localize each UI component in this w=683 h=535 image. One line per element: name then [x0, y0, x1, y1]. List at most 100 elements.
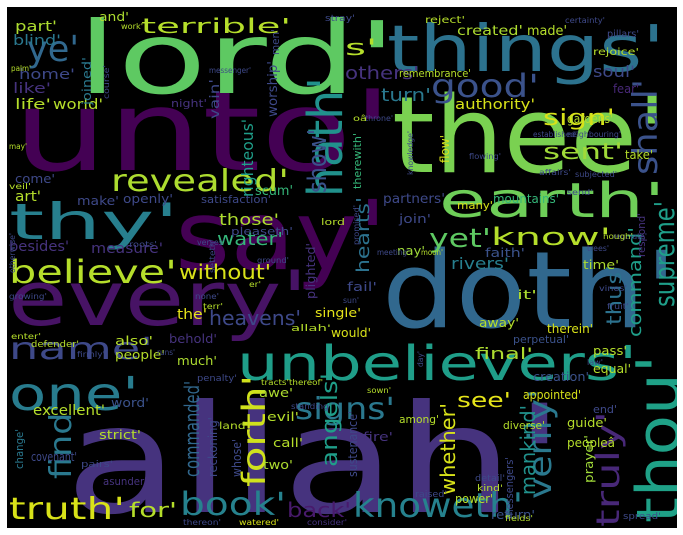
word: word'	[111, 396, 149, 410]
word: it'	[517, 288, 537, 302]
word: pairs'	[81, 460, 113, 470]
word: call'	[273, 436, 303, 450]
word: much'	[177, 354, 217, 368]
word: tracts'	[261, 378, 289, 387]
word: s'	[345, 36, 377, 61]
word: turn'	[381, 85, 431, 106]
word: hath'	[298, 77, 354, 197]
word: rivers'	[451, 254, 509, 273]
word: power'	[455, 492, 493, 506]
word: hearts'	[353, 197, 374, 273]
word: hough'	[603, 232, 633, 241]
word: commanded'	[180, 381, 204, 477]
word: also'	[115, 334, 153, 348]
word: water'	[217, 229, 283, 250]
word: behold'	[169, 332, 217, 346]
word: two'	[263, 458, 293, 472]
word: sown'	[367, 386, 391, 395]
word: vain'	[208, 79, 223, 119]
word: penalty'	[197, 374, 237, 384]
word: thee'	[392, 74, 667, 197]
word: asunder'	[103, 475, 147, 488]
word: joined'	[80, 57, 94, 106]
word: may'	[9, 142, 27, 151]
word-cloud-background	[7, 7, 677, 528]
word: would'	[331, 326, 371, 340]
word: back'	[287, 498, 351, 522]
word: pass'	[593, 344, 627, 358]
word: scum'	[255, 184, 293, 199]
word: return'	[491, 508, 535, 522]
word: command'	[625, 227, 646, 337]
word: mountains'	[493, 192, 559, 206]
word: men'	[269, 29, 282, 55]
word: life'	[15, 97, 51, 113]
word: setteth'	[208, 239, 217, 273]
word: world'	[53, 97, 103, 113]
word: meeting'	[377, 248, 409, 257]
word: find'	[44, 403, 79, 479]
word: yet'	[429, 224, 491, 254]
word: make'	[77, 194, 119, 208]
word: fruit'	[607, 302, 629, 311]
word: measure'	[91, 241, 163, 257]
word: regulate'	[613, 232, 647, 241]
word: pillars'	[607, 29, 639, 40]
word: part'	[15, 19, 57, 35]
word: know'	[491, 223, 611, 251]
word: send'	[567, 188, 593, 197]
word: verses'	[197, 238, 225, 247]
word: plighted'	[304, 243, 318, 299]
word: come'	[15, 172, 55, 186]
word: otherwise'	[8, 233, 17, 273]
word: covenant'	[31, 450, 77, 464]
word: among'	[399, 413, 439, 426]
word: veil'	[9, 182, 31, 191]
word: runs'	[157, 348, 175, 357]
word: law'	[587, 358, 603, 367]
word: made'	[527, 24, 567, 39]
word: unto'	[13, 67, 393, 197]
word: nay'	[397, 244, 425, 258]
word: final'	[475, 344, 533, 363]
word: sign'	[543, 106, 615, 131]
word: course'	[102, 65, 111, 99]
word: the'	[177, 307, 207, 323]
word: growing'	[9, 292, 47, 301]
word: standing'	[291, 402, 331, 411]
word: home'	[19, 67, 75, 83]
word: righteous'	[238, 119, 257, 197]
word: roots'	[129, 240, 157, 249]
word: soul'	[593, 62, 635, 81]
word: lord	[321, 218, 345, 228]
word: peopleâ	[567, 436, 615, 450]
word-cloud-canvas: allah' unto' lord' thee' doth' every' sa…	[7, 7, 677, 528]
word: like'	[13, 81, 51, 97]
word: change'	[13, 429, 26, 469]
word: prayer'	[582, 435, 596, 483]
word: revealed'	[111, 164, 289, 199]
word: appointed'	[523, 388, 581, 402]
word: show'	[303, 129, 333, 193]
word: therein'	[547, 322, 593, 336]
word: none'	[195, 292, 219, 301]
word: fail'	[347, 280, 377, 294]
word-cloud: allah' unto' lord' thee' doth' every' sa…	[7, 7, 677, 528]
word: every'	[8, 254, 308, 343]
word: mankind'	[516, 405, 540, 495]
word: thou'	[624, 355, 677, 523]
word: authority'	[455, 97, 535, 113]
word: fear'	[613, 82, 639, 96]
word: watered'	[239, 518, 279, 527]
word: take'	[625, 148, 653, 162]
word: without'	[179, 260, 271, 284]
word: and'	[99, 10, 129, 24]
word: day'	[416, 351, 425, 367]
word: trees'	[587, 244, 609, 253]
word: flow'	[438, 135, 452, 163]
word: fire'	[363, 430, 393, 444]
word: firmly'	[77, 350, 105, 359]
word: ye'	[27, 29, 79, 70]
word: whether'	[436, 403, 460, 495]
word: strict'	[99, 428, 141, 442]
